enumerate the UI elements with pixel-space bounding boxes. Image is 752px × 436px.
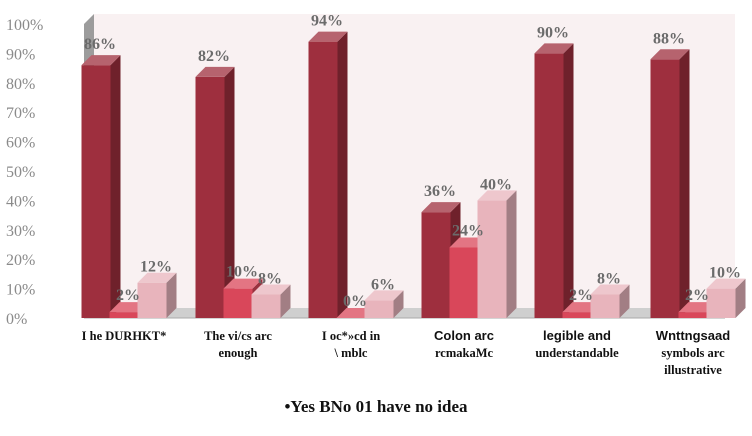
bar-front [364,300,394,318]
y-tick-label: 10% [6,282,35,299]
data-label: 8% [258,270,282,287]
bar-side [337,31,348,318]
bar-front [195,76,225,318]
category-label: Colon arc [434,328,494,343]
data-label: 88% [653,30,685,47]
data-label: 6% [371,276,395,293]
category-label: rcmakaMc [435,346,494,360]
bar-side [280,284,291,318]
bar-front [81,65,111,318]
bar-top [534,43,574,54]
bar-top [650,49,690,60]
plot-back-wall [94,14,735,308]
bar-top [421,202,461,213]
y-tick-label: 70% [6,105,35,122]
data-label: 8% [597,270,621,287]
bar-front [678,312,708,318]
data-label: 24% [452,222,484,239]
category-label: I oc*»cd in [322,329,380,343]
bar-front [534,53,564,319]
bar [706,278,746,318]
bar-top [706,278,746,289]
data-label: 2% [116,287,140,304]
bar-side [619,284,630,318]
y-tick-label: 90% [6,46,35,63]
bar-side [166,272,177,318]
bar-side [735,278,746,318]
bar-side [506,190,517,318]
bar-front [109,312,139,318]
category-label: \ mblc [334,346,368,360]
category-label: illustrative [664,363,722,377]
data-label: 2% [569,287,593,304]
bar-side [563,43,574,319]
bar [534,43,574,319]
data-label: 10% [226,264,258,281]
bar-side [679,49,690,318]
y-tick-label: 50% [6,164,35,181]
plot-floor [84,308,735,318]
data-label: 0% [343,293,367,310]
bar-top [195,66,235,77]
bar-top [308,31,348,42]
bar-front [223,288,253,318]
bar [81,55,121,318]
legend-text: •Yes BNo 01 have no idea [284,397,468,416]
bar-top [223,278,263,289]
bar-front [650,59,680,318]
bar-front [562,312,592,318]
data-label: 2% [685,287,709,304]
bar-side [224,66,235,318]
bar-side [393,290,404,318]
category-label: I he DURHKT* [82,329,167,343]
bar-front [449,247,479,318]
data-label: 82% [198,48,230,65]
bar [251,284,291,318]
bar-top [251,284,291,295]
bar-front [706,288,736,318]
category-label: understandable [535,346,619,360]
data-label: 10% [709,265,741,282]
y-tick-label: 0% [6,311,27,328]
y-tick-label: 80% [6,76,35,93]
bar-front [308,41,338,318]
bar-top [81,55,121,66]
y-tick-label: 60% [6,135,35,152]
bar-front [421,212,451,318]
bar [650,49,690,318]
category-label: Wnttngsaad [656,328,730,343]
bar-top [137,272,177,283]
bar [137,272,177,318]
data-label: 36% [424,183,456,200]
bar-front [477,200,507,318]
data-label: 86% [84,36,116,53]
bar [364,290,404,318]
bar [308,31,348,318]
data-label: 40% [480,176,512,193]
bar-top [590,284,630,295]
bar-side [110,55,121,318]
y-tick-label: 20% [6,252,35,269]
bar [195,66,235,318]
data-label: 90% [537,24,569,41]
category-label: legible and [543,328,611,343]
category-label: symbols arc [661,346,725,360]
bar-front [251,294,281,318]
category-label: The vi/cs arc [204,329,272,343]
bar [590,284,630,318]
bar [477,190,517,318]
data-label: 12% [140,259,172,276]
bar-top [364,290,404,301]
y-tick-label: 30% [6,223,35,240]
bar-top [477,190,517,201]
category-label: enough [219,346,258,360]
y-tick-label: 100% [6,17,43,34]
y-tick-label: 40% [6,193,35,210]
bar-front [137,282,167,318]
bar-front [590,294,620,318]
data-label: 94% [311,13,343,30]
